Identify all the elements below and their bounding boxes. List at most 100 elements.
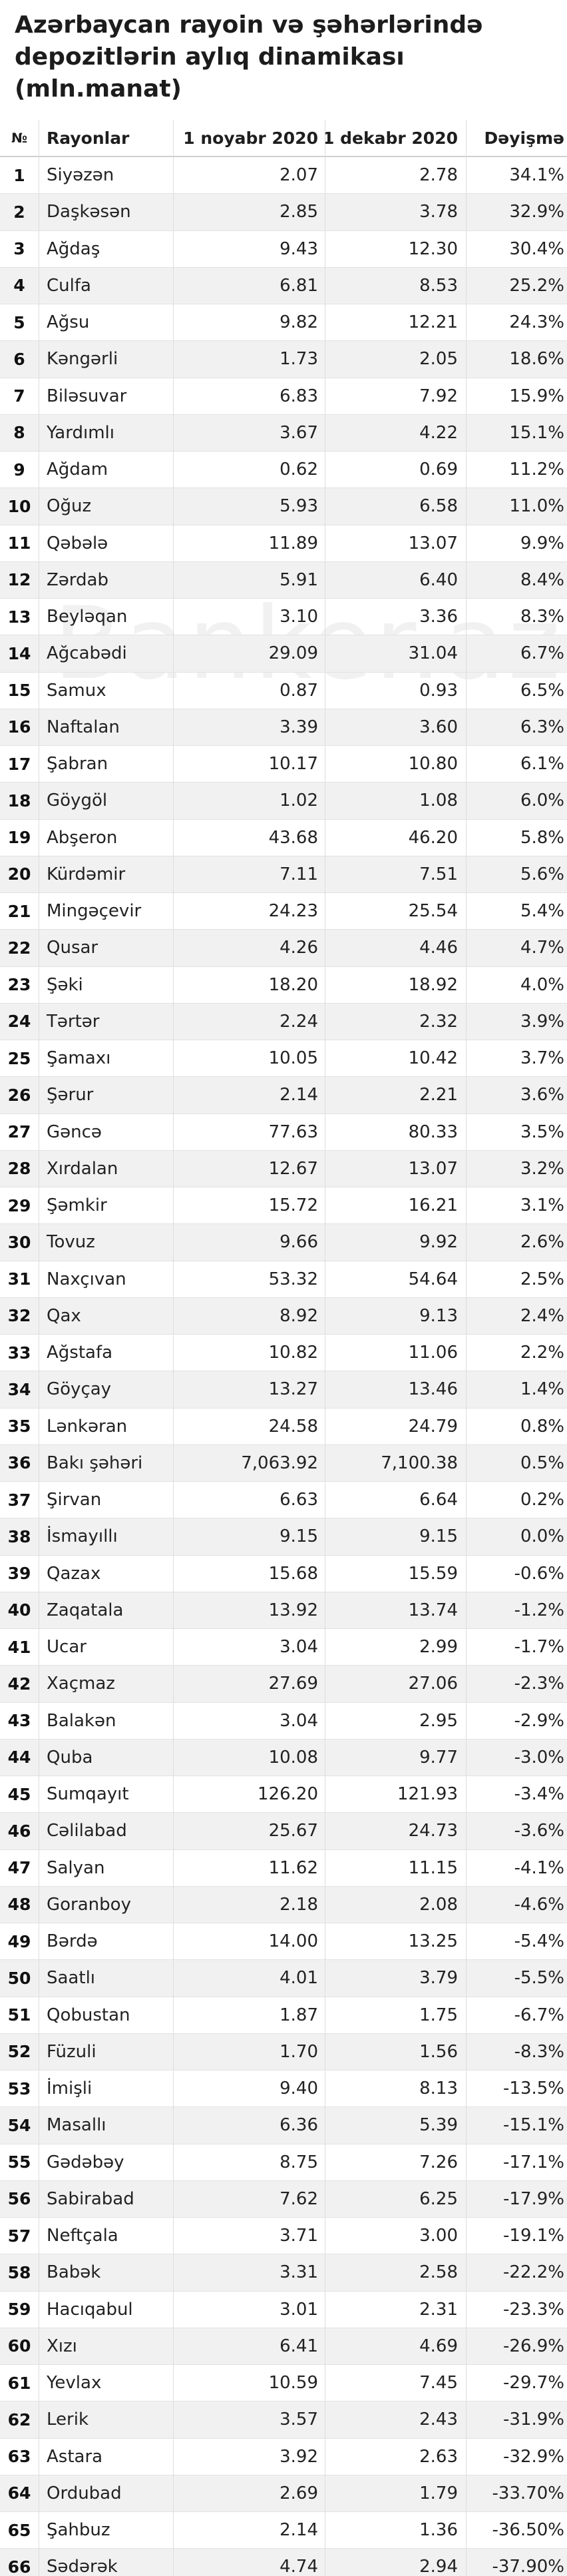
change-percent: 2.6% bbox=[520, 1232, 564, 1253]
row-number: 50 bbox=[7, 1968, 31, 1988]
region-name: Oğuz bbox=[47, 496, 92, 517]
row-number: 31 bbox=[7, 1269, 31, 1289]
region-name: Gədəbəy bbox=[47, 2152, 124, 2172]
value-november: 77.63 bbox=[268, 1122, 318, 1142]
table-row: 9 Ağdam 0.62 0.69 11.2% bbox=[0, 452, 567, 489]
change-percent: -1.2% bbox=[514, 1600, 564, 1620]
row-number: 19 bbox=[7, 828, 31, 848]
table-row: 53 İmişli 9.40 8.13 -13.5% bbox=[0, 2071, 567, 2108]
change-percent: -8.3% bbox=[514, 2041, 564, 2062]
table-row: 20 Kürdəmir 7.11 7.51 5.6% bbox=[0, 856, 567, 893]
row-number: 17 bbox=[7, 754, 31, 774]
change-percent: 34.1% bbox=[509, 165, 564, 186]
change-percent: 5.4% bbox=[520, 901, 564, 922]
value-november: 8.92 bbox=[280, 1305, 318, 1326]
region-name: Ağcabədi bbox=[47, 643, 127, 664]
table-row: 38 İsmayıllı 9.15 9.15 0.0% bbox=[0, 1518, 567, 1556]
row-number: 20 bbox=[7, 864, 31, 884]
row-number: 51 bbox=[7, 2005, 31, 2025]
table-row: 32 Qax 8.92 9.13 2.4% bbox=[0, 1297, 567, 1335]
value-december: 2.08 bbox=[419, 1894, 458, 1915]
region-name: Kürdəmir bbox=[47, 864, 126, 884]
row-number: 54 bbox=[7, 2115, 31, 2135]
table-row: 49 Bərdə 14.00 13.25 -5.4% bbox=[0, 1923, 567, 1961]
change-percent: 5.8% bbox=[520, 827, 564, 848]
row-number: 62 bbox=[7, 2410, 31, 2429]
change-percent: 8.3% bbox=[520, 607, 564, 627]
change-percent: 1.4% bbox=[520, 1379, 564, 1400]
chart-title: Azərbaycan rayoin və şəhərlərində depozi… bbox=[15, 11, 483, 103]
value-november: 10.05 bbox=[268, 1048, 318, 1069]
change-percent: 3.6% bbox=[520, 1085, 564, 1106]
value-december: 12.30 bbox=[408, 238, 458, 259]
region-name: Gəncə bbox=[47, 1122, 102, 1142]
table-body: 1 Siyəzən 2.07 2.78 34.1% 2 Daşkəsən 2.85 3.78 32… bbox=[0, 157, 567, 2576]
table-row: 40 Zaqatala 13.92 13.74 -1.2% bbox=[0, 1592, 567, 1629]
value-december: 8.53 bbox=[419, 275, 458, 296]
value-november: 0.87 bbox=[280, 680, 318, 701]
row-number: 5 bbox=[13, 312, 25, 332]
change-percent: -17.1% bbox=[503, 2152, 564, 2172]
change-percent: 6.1% bbox=[520, 754, 564, 775]
region-name: Şirvan bbox=[47, 1490, 102, 1510]
table-row: 16 Naftalan 3.39 3.60 6.3% bbox=[0, 709, 567, 746]
table-row: 64 Ordubad 2.69 1.79 -33.70% bbox=[0, 2475, 567, 2512]
value-november: 0.62 bbox=[280, 460, 318, 480]
change-percent: 30.4% bbox=[509, 238, 564, 259]
value-december: 15.59 bbox=[408, 1563, 458, 1584]
value-november: 2.24 bbox=[280, 1011, 318, 1032]
value-november: 10.17 bbox=[268, 754, 318, 775]
change-percent: 15.1% bbox=[509, 422, 564, 443]
row-number: 8 bbox=[13, 423, 25, 443]
value-december: 7.51 bbox=[419, 864, 458, 884]
change-percent: 32.9% bbox=[509, 202, 564, 222]
region-name: Xızı bbox=[47, 2336, 77, 2356]
value-december: 9.77 bbox=[419, 1747, 458, 1768]
change-percent: 8.4% bbox=[520, 569, 564, 590]
change-percent: 3.1% bbox=[520, 1195, 564, 1216]
row-number: 40 bbox=[7, 1600, 31, 1620]
table-row: 50 Saatlı 4.01 3.79 -5.5% bbox=[0, 1960, 567, 1997]
value-december: 13.25 bbox=[408, 1931, 458, 1952]
region-name: Naftalan bbox=[47, 717, 120, 737]
value-november: 1.73 bbox=[280, 349, 318, 370]
table-row: 18 Göygöl 1.02 1.08 6.0% bbox=[0, 783, 567, 820]
region-name: Sumqayıt bbox=[47, 1784, 129, 1805]
table-row: 36 Bakı şəhəri 7,063.92 7,100.38 0.5% bbox=[0, 1445, 567, 1482]
region-name: Naxçıvan bbox=[47, 1269, 126, 1289]
table-row: 59 Hacıqabul 3.01 2.31 -23.3% bbox=[0, 2292, 567, 2328]
change-percent: 0.8% bbox=[520, 1416, 564, 1437]
change-percent: -3.6% bbox=[514, 1821, 564, 1841]
value-november: 7.62 bbox=[280, 2188, 318, 2209]
value-december: 2.99 bbox=[419, 1637, 458, 1658]
value-december: 1.56 bbox=[419, 2041, 458, 2062]
region-name: Tovuz bbox=[47, 1232, 95, 1253]
table-row: 5 Ağsu 9.82 12.21 24.3% bbox=[0, 304, 567, 342]
value-december: 1.75 bbox=[419, 2005, 458, 2025]
table-row: 30 Tovuz 9.66 9.92 2.6% bbox=[0, 1224, 567, 1261]
row-number: 56 bbox=[7, 2189, 31, 2209]
table-row: 55 Gədəbəy 8.75 7.26 -17.1% bbox=[0, 2144, 567, 2181]
table-row: 60 Xızı 6.41 4.69 -26.9% bbox=[0, 2328, 567, 2365]
value-december: 2.58 bbox=[419, 2262, 458, 2283]
region-name: Qobustan bbox=[47, 2005, 130, 2025]
header-change: Dəyişmə bbox=[484, 128, 564, 148]
change-percent: 25.2% bbox=[509, 275, 564, 296]
table-row: 34 Göyçay 13.27 13.46 1.4% bbox=[0, 1371, 567, 1409]
row-number: 30 bbox=[7, 1232, 31, 1252]
table-row: 33 Ağstafa 10.82 11.06 2.2% bbox=[0, 1335, 567, 1372]
value-november: 15.72 bbox=[268, 1195, 318, 1216]
table-row: 58 Babək 3.31 2.58 -22.2% bbox=[0, 2254, 567, 2292]
change-percent: 0.0% bbox=[520, 1526, 564, 1547]
region-name: Qəbələ bbox=[47, 533, 108, 553]
region-name: Kəngərli bbox=[47, 349, 118, 370]
value-december: 2.63 bbox=[419, 2446, 458, 2467]
row-number: 11 bbox=[7, 533, 31, 553]
value-november: 9.66 bbox=[280, 1232, 318, 1253]
value-november: 5.93 bbox=[280, 496, 318, 517]
header-november: 1 noyabr 2020 bbox=[183, 128, 318, 148]
change-percent: -26.9% bbox=[503, 2336, 564, 2356]
table-row: 13 Beyləqan 3.10 3.36 8.3% bbox=[0, 599, 567, 636]
row-number: 12 bbox=[7, 570, 31, 590]
value-november: 2.14 bbox=[280, 1085, 318, 1106]
